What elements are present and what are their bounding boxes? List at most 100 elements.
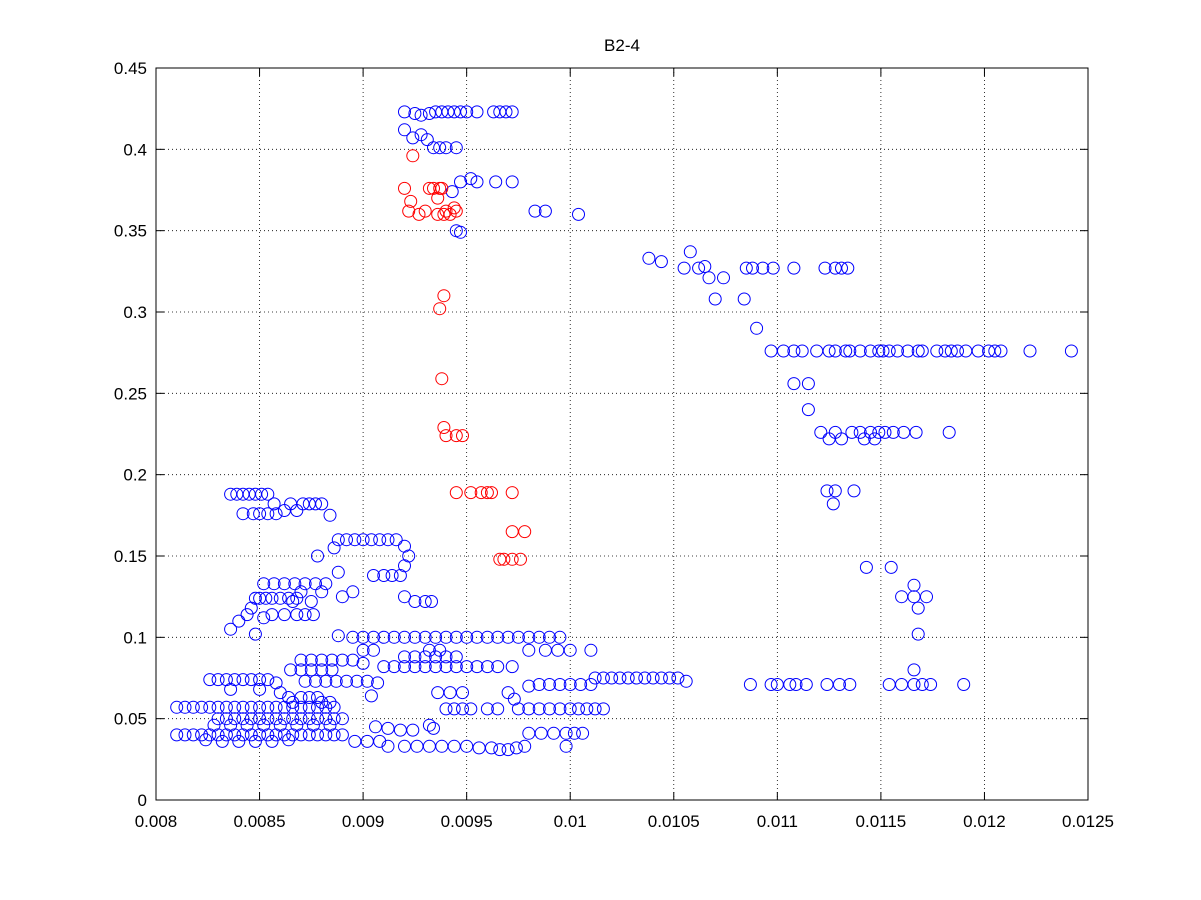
data-point (311, 728, 324, 742)
data-point (886, 425, 900, 439)
data-point (833, 678, 846, 691)
data-point (236, 728, 250, 742)
data-point (787, 377, 801, 391)
data-point (435, 372, 449, 386)
y-tick-label: 0 (138, 791, 147, 810)
data-point (447, 702, 461, 716)
data-point (261, 712, 275, 726)
data-point (406, 131, 420, 145)
data-point (228, 728, 242, 742)
data-point (335, 712, 349, 726)
data-point (911, 601, 925, 615)
data-point (398, 650, 411, 664)
data-point (315, 653, 329, 667)
data-point (170, 700, 184, 714)
data-point (315, 497, 329, 511)
y-tick-label: 0.05 (114, 710, 147, 729)
data-point (219, 712, 233, 726)
data-point (331, 565, 345, 579)
data-point (470, 660, 484, 674)
data-point (957, 678, 971, 691)
data-point (398, 559, 411, 573)
data-point (480, 630, 494, 644)
data-point (942, 425, 956, 439)
data-point (224, 622, 238, 636)
data-point (381, 739, 395, 753)
data-point (930, 344, 944, 358)
data-point (907, 578, 921, 592)
data-point (522, 630, 536, 644)
data-point (381, 533, 395, 547)
data-point (311, 712, 324, 726)
data-point (437, 421, 451, 434)
y-tick-label: 0.15 (114, 547, 147, 566)
data-point (826, 497, 840, 511)
data-point (364, 689, 378, 703)
data-point (777, 344, 790, 358)
data-point (872, 425, 886, 439)
data-point (449, 630, 463, 644)
data-point (315, 695, 329, 709)
data-point (257, 611, 271, 625)
data-point (818, 261, 832, 275)
data-point (385, 569, 399, 582)
data-point (485, 486, 498, 500)
data-point (261, 673, 275, 687)
data-point (178, 700, 192, 714)
data-point (309, 497, 322, 511)
data-point (493, 743, 507, 757)
grid-lines (156, 68, 1088, 800)
data-point (766, 261, 780, 275)
data-point (408, 107, 422, 120)
data-point (269, 712, 283, 726)
data-point (901, 344, 915, 358)
data-point (456, 702, 469, 716)
data-point (737, 292, 751, 306)
data-point (853, 425, 867, 439)
data-point (683, 245, 697, 259)
data-point (559, 739, 573, 753)
data-point (518, 739, 532, 753)
data-point (572, 702, 585, 716)
data-point (596, 671, 610, 685)
data-point (304, 663, 318, 677)
data-point (470, 175, 484, 189)
data-point (663, 671, 677, 685)
tick-marks (155, 67, 1089, 801)
data-point (325, 653, 339, 667)
data-point (553, 630, 567, 644)
data-point (284, 663, 298, 677)
data-point (828, 484, 842, 498)
x-tick-label: 0.008 (135, 812, 178, 831)
data-point (331, 629, 345, 643)
data-point (518, 525, 532, 539)
data-point (431, 191, 445, 205)
data-point (801, 377, 815, 391)
data-point (327, 541, 341, 555)
data-point (267, 577, 281, 591)
data-point (267, 497, 281, 511)
data-point (406, 723, 420, 737)
data-point (576, 726, 590, 740)
data-point (464, 702, 478, 716)
data-point (460, 105, 474, 119)
data-point (505, 105, 519, 119)
y-tick-label: 0.35 (114, 222, 147, 241)
data-point (563, 702, 577, 716)
data-point (246, 507, 260, 521)
data-point (646, 671, 660, 685)
data-point (429, 660, 443, 674)
x-tick-label: 0.0105 (648, 812, 700, 831)
data-point (170, 728, 184, 742)
data-point (882, 344, 896, 358)
data-point (195, 700, 209, 714)
data-point (994, 344, 1008, 358)
data-point (698, 260, 712, 273)
data-point (1023, 344, 1037, 358)
data-point (559, 726, 573, 740)
series-1 (170, 105, 1078, 757)
data-point (186, 700, 200, 714)
data-point (195, 728, 209, 742)
data-point (211, 673, 225, 687)
